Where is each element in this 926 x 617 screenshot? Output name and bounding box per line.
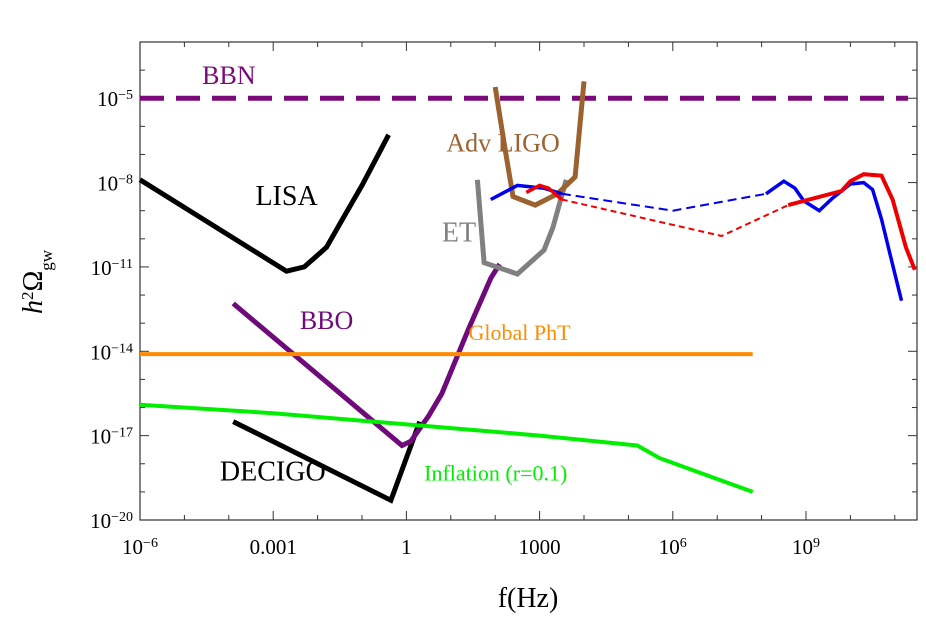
x-tick-label: 1000 (519, 535, 561, 559)
series-red-solid (525, 183, 563, 201)
x-axis-title: f(Hz) (498, 583, 559, 614)
x-tick-label: 1 (401, 535, 412, 559)
series-inflation-r-0-1 (139, 402, 754, 494)
series-decigo (232, 419, 423, 504)
series-lisa (138, 133, 391, 274)
x-tick-label: 109 (792, 535, 820, 559)
x-tick-label: 10−6 (122, 535, 158, 559)
y-tick-label: 10−20 (90, 509, 133, 533)
y-tick-label: 10−11 (91, 256, 133, 280)
series-lines (138, 81, 917, 504)
label-lisa: LISA (255, 181, 318, 212)
series-red-dashed (561, 198, 789, 238)
axis-ticks (139, 41, 917, 521)
plot-frame (139, 41, 918, 521)
annotations: BBN Adv LIGO LISA ET BBO Global PhT DECIGO Infl… (202, 61, 571, 487)
label-inflation-r-0-1: Inflation (r=0.1) (424, 461, 567, 486)
label-et: ET (442, 218, 476, 249)
y-tick-label: 10−8 (97, 172, 133, 196)
y-axis-title: h2Ωgw (18, 249, 56, 314)
x-tick-label: 0.001 (250, 535, 297, 559)
label-adv-ligo: Adv LIGO (446, 129, 559, 158)
series-red-high (787, 172, 917, 271)
series-adv-ligo (492, 81, 587, 208)
y-tick-label: 10−5 (97, 87, 133, 111)
y-tick-label: 10−14 (90, 340, 133, 364)
label-bbn: BBN (202, 61, 256, 90)
x-tick-label: 106 (659, 535, 687, 559)
label-decigo: DECIGO (220, 457, 326, 488)
label-global-pht: Global PhT (469, 320, 572, 345)
series-blue-high (764, 179, 904, 302)
label-bbo: BBO (300, 306, 353, 335)
series-bbo (231, 262, 502, 449)
series-et (474, 179, 569, 277)
tick-labels: 10−6 0.001 1 1000 106 109 10−5 10−8 10−11 10−14 10… (90, 87, 820, 559)
series-blue-dashed (561, 192, 767, 212)
y-tick-label: 10−17 (90, 425, 133, 449)
